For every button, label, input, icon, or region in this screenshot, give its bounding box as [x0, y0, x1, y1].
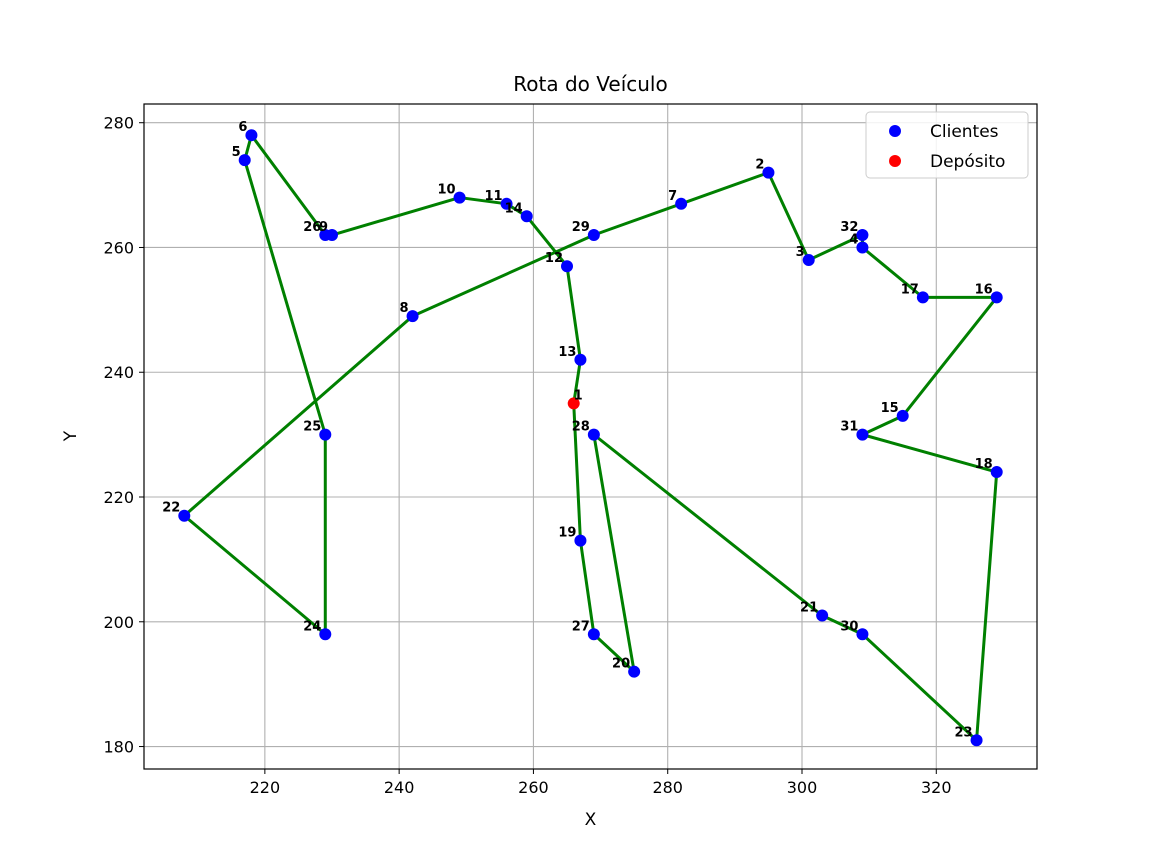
- client-label-22: 22: [162, 501, 180, 516]
- x-tick-label: 220: [250, 778, 281, 797]
- y-tick-label: 220: [103, 488, 134, 507]
- x-axis-label: X: [585, 810, 597, 830]
- client-label-16: 16: [975, 282, 993, 297]
- client-label-5: 5: [232, 145, 241, 160]
- client-label-10: 10: [437, 183, 455, 198]
- client-label-18: 18: [975, 457, 993, 472]
- client-point-26: [319, 229, 332, 242]
- client-label-17: 17: [901, 282, 919, 297]
- client-label-7: 7: [668, 189, 677, 204]
- x-tick-label: 260: [518, 778, 549, 797]
- client-point-23: [970, 734, 983, 747]
- y-tick-label: 240: [103, 363, 134, 382]
- client-label-14: 14: [505, 201, 523, 216]
- client-label-4: 4: [849, 232, 858, 247]
- client-point-4: [856, 241, 869, 254]
- legend-marker-deposito: [889, 155, 901, 167]
- client-point-8: [406, 310, 419, 323]
- client-label-30: 30: [840, 619, 858, 634]
- client-point-6: [245, 129, 258, 142]
- depot-label: 1: [574, 388, 583, 403]
- legend-box: [865, 111, 1029, 179]
- y-tick-label: 180: [103, 738, 134, 757]
- client-label-12: 12: [545, 251, 563, 266]
- client-point-13: [574, 353, 587, 366]
- client-point-25: [319, 428, 332, 441]
- client-label-20: 20: [612, 657, 630, 672]
- client-label-9: 9: [319, 220, 328, 235]
- client-label-25: 25: [303, 420, 321, 435]
- client-label-2: 2: [755, 158, 764, 173]
- client-label-3: 3: [796, 245, 805, 260]
- client-label-15: 15: [881, 401, 899, 416]
- client-point-20: [628, 665, 641, 678]
- client-point-29: [587, 229, 600, 242]
- client-point-17: [916, 291, 929, 304]
- client-point-14: [520, 210, 533, 223]
- client-point-5: [238, 154, 251, 167]
- client-point-30: [856, 628, 869, 641]
- legend-marker-clientes: [889, 125, 901, 137]
- client-label-28: 28: [572, 420, 590, 435]
- client-label-13: 13: [558, 345, 576, 360]
- y-tick-label: 260: [103, 238, 134, 257]
- client-point-32: [856, 229, 869, 242]
- depot-point: [567, 397, 580, 410]
- client-label-19: 19: [558, 526, 576, 541]
- legend-label-clientes: Clientes: [930, 122, 999, 142]
- x-tick-label: 320: [921, 778, 952, 797]
- y-tick-label: 280: [103, 114, 134, 133]
- y-axis-label: Y: [61, 430, 81, 442]
- client-point-7: [675, 197, 688, 210]
- client-label-21: 21: [800, 601, 818, 616]
- client-point-27: [587, 628, 600, 641]
- client-label-8: 8: [400, 301, 409, 316]
- legend: Clientes Depósito: [865, 111, 1029, 179]
- client-point-11: [500, 197, 513, 210]
- chart-title: Rota do Veículo: [513, 72, 667, 96]
- client-point-31: [856, 428, 869, 441]
- client-point-22: [178, 509, 191, 522]
- client-label-24: 24: [303, 619, 321, 634]
- client-point-28: [587, 428, 600, 441]
- client-label-27: 27: [572, 619, 590, 634]
- grid-lines: [144, 104, 1037, 769]
- client-point-24: [319, 628, 332, 641]
- client-label-32: 32: [840, 220, 858, 235]
- client-point-3: [802, 253, 815, 266]
- client-label-23: 23: [954, 725, 972, 740]
- client-point-15: [896, 409, 909, 422]
- y-tick-label: 200: [103, 613, 134, 632]
- legend-label-deposito: Depósito: [930, 152, 1005, 172]
- client-point-10: [453, 191, 466, 204]
- plot-frame: [143, 103, 1038, 770]
- x-tick-label: 240: [384, 778, 415, 797]
- client-label-31: 31: [840, 420, 858, 435]
- x-tick-label: 280: [652, 778, 683, 797]
- data-points: [178, 129, 1003, 747]
- client-label-11: 11: [484, 189, 502, 204]
- client-point-21: [816, 609, 829, 622]
- x-tick-label: 300: [787, 778, 818, 797]
- client-point-12: [561, 260, 573, 273]
- client-label-29: 29: [572, 220, 590, 235]
- client-point-19: [574, 534, 587, 547]
- client-point-18: [990, 466, 1003, 479]
- client-label-26: 26: [303, 220, 321, 235]
- client-point-16: [990, 291, 1003, 304]
- client-point-2: [762, 166, 775, 179]
- client-label-6: 6: [238, 120, 247, 135]
